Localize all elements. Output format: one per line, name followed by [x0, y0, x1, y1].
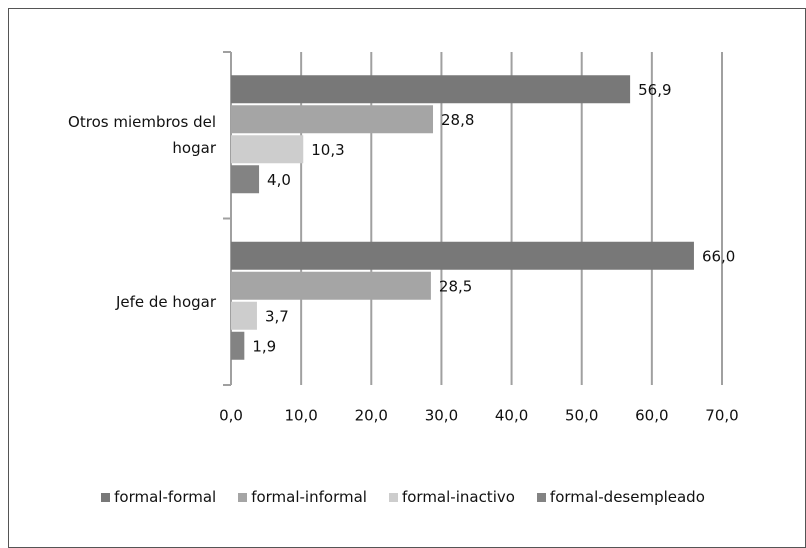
bar: [231, 75, 631, 104]
category-label: Jefe de hogar: [115, 292, 216, 311]
legend-swatch: [388, 492, 398, 502]
legend-label: formal-formal: [114, 488, 217, 506]
value-label: 3,7: [265, 307, 289, 325]
value-label: 10,3: [311, 141, 344, 159]
legend-item: formal-informal: [238, 488, 367, 506]
x-tick-label: 50,0: [565, 407, 598, 425]
bar: [231, 301, 257, 330]
legend-item: formal-inactivo: [388, 488, 515, 506]
value-label: 4,0: [267, 171, 291, 189]
x-tick-label: 10,0: [284, 407, 317, 425]
bar: [231, 271, 431, 300]
value-label: 1,9: [252, 337, 276, 355]
legend-swatch: [536, 492, 546, 502]
category-label: Otros miembros del hogar: [68, 113, 216, 158]
x-tick-label: 60,0: [635, 407, 668, 425]
value-label: 28,5: [439, 277, 472, 295]
x-tick-label: 0,0: [219, 407, 243, 425]
bar: [231, 331, 245, 360]
x-tick-label: 40,0: [495, 407, 528, 425]
legend: formal-formal formal-informal formal-inact…: [0, 488, 806, 506]
legend-swatch: [101, 492, 111, 502]
bar: [231, 241, 694, 270]
value-label: 56,9: [638, 81, 671, 99]
legend-item: formal-desempleado: [536, 488, 705, 506]
bar: [231, 135, 304, 164]
legend-label: formal-inactivo: [401, 488, 515, 506]
x-tick-label: 30,0: [425, 407, 458, 425]
legend-item: formal-formal: [101, 488, 216, 506]
legend-label: formal-desempleado: [549, 488, 705, 506]
legend-label: formal-informal: [251, 488, 367, 506]
bar: [231, 165, 260, 194]
value-label: 66,0: [702, 247, 735, 265]
bar: [231, 105, 434, 134]
legend-swatch: [238, 492, 248, 502]
value-label: 28,8: [441, 111, 474, 129]
x-tick-label: 70,0: [705, 407, 738, 425]
x-tick-label: 20,0: [355, 407, 388, 425]
